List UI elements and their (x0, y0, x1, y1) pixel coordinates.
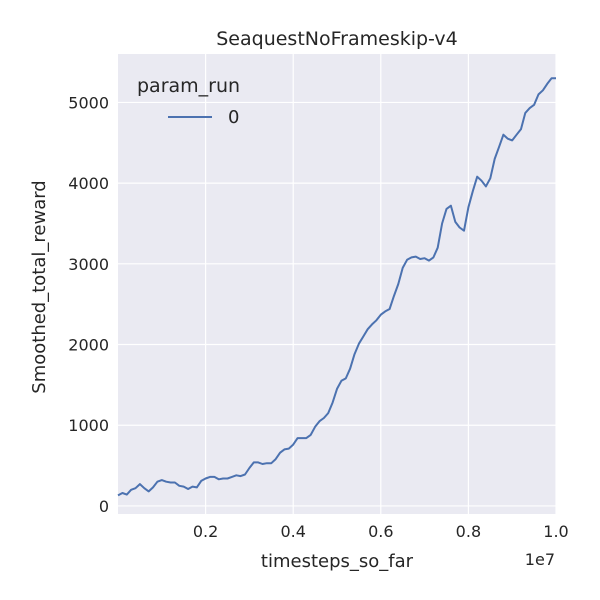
y-tick-label: 4000 (68, 174, 109, 193)
x-tick-labels: 0.2 0.4 0.6 0.8 1.0 (193, 522, 569, 541)
series-line-0 (117, 77, 556, 497)
x-tick-label: 0.8 (456, 522, 481, 541)
legend: param_run 0 (137, 75, 240, 128)
legend-title: param_run (137, 75, 240, 97)
x-axis-label: timesteps_so_far (261, 551, 414, 572)
series-layer (117, 77, 556, 497)
y-tick-label: 2000 (68, 336, 109, 355)
plot-area (118, 54, 556, 514)
y-tick-label: 1000 (68, 416, 109, 435)
y-tick-labels: 0 1000 2000 3000 4000 5000 (68, 93, 109, 516)
y-tick-label: 3000 (68, 255, 109, 274)
y-tick-label: 0 (99, 497, 109, 516)
y-tick-label: 5000 (68, 93, 109, 112)
x-offset-label: 1e7 (525, 550, 555, 569)
legend-entry-0: 0 (228, 107, 239, 128)
chart-title: SeaquestNoFrameskip-v4 (216, 28, 458, 50)
y-axis-label: Smoothed_total_reward (29, 180, 50, 393)
x-tick-label: 0.6 (368, 522, 393, 541)
x-tick-label: 0.4 (280, 522, 305, 541)
x-tick-label: 1.0 (543, 522, 568, 541)
x-tick-label: 0.2 (193, 522, 218, 541)
